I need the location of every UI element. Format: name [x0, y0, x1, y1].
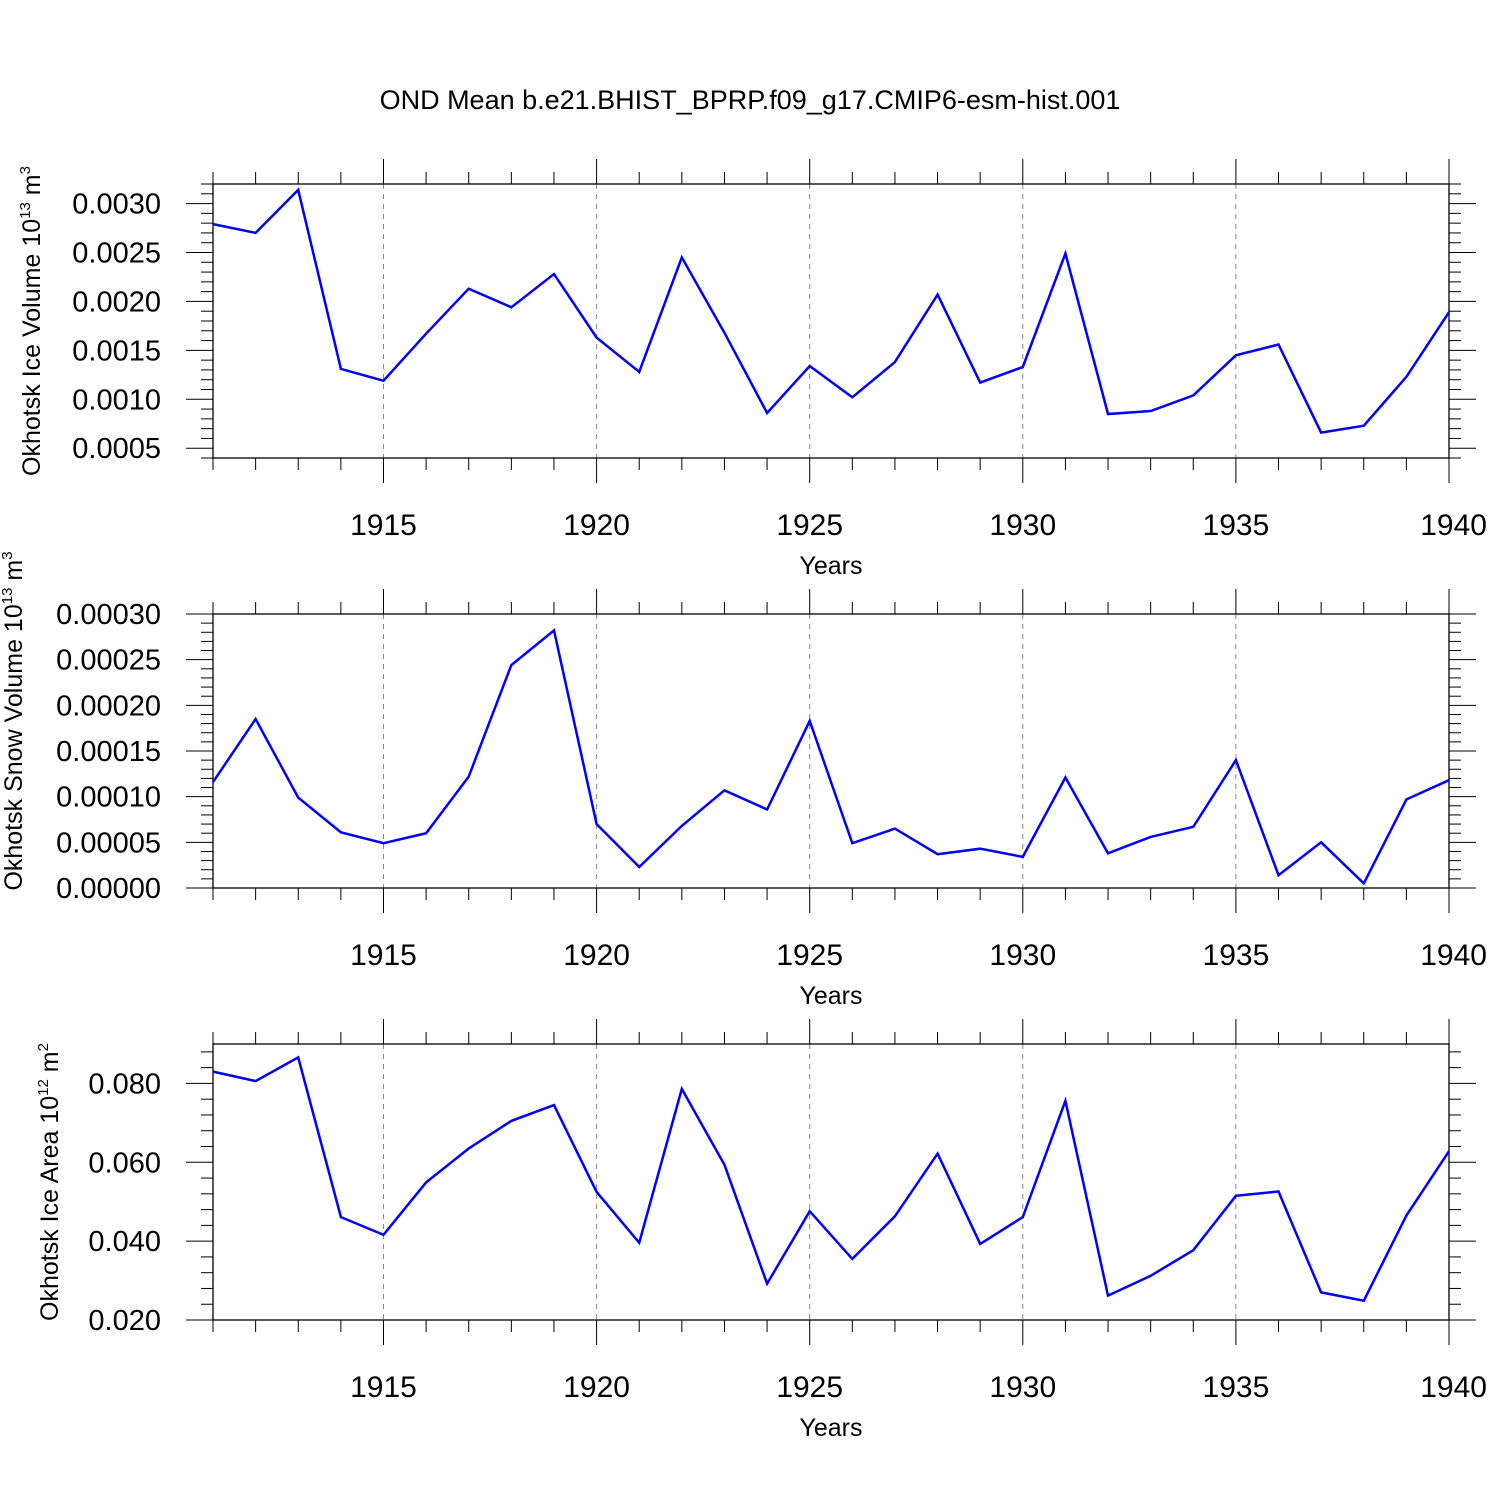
x-tick-label: 1920 — [563, 1371, 630, 1404]
y-axis-label-exponent: 13 — [0, 588, 16, 605]
y-tick-label: 0.00015 — [56, 736, 161, 768]
x-tick-label: 1940 — [1420, 1371, 1487, 1404]
y-tick-label: 0.00010 — [56, 782, 161, 814]
y-axis-label-unit: m — [0, 560, 28, 588]
y-axis-label: Okhotsk Ice Volume 1013 m3 — [17, 166, 46, 476]
x-tick-label: 1935 — [1203, 509, 1270, 542]
y-tick-label: 0.00005 — [56, 827, 161, 859]
y-tick-label: 0.0030 — [72, 189, 161, 221]
y-tick-label: 0.00030 — [56, 599, 161, 631]
x-tick-label: 1920 — [563, 939, 630, 972]
x-tick-label: 1925 — [776, 939, 843, 972]
x-tick-label: 1920 — [563, 509, 630, 542]
x-tick-label: 1925 — [776, 509, 843, 542]
series-line — [212, 187, 1451, 434]
panel-2: 0.00000 0.00005 0.00010 0.00015 0.00020 0.000… — [0, 551, 1487, 1010]
plot-frame — [212, 183, 1450, 459]
y-tick-label: 0.0015 — [72, 335, 161, 367]
x-tick-label: 1915 — [350, 939, 417, 972]
y-tick-label: 0.080 — [88, 1068, 161, 1100]
y-axis-label-exponent: 13 — [17, 202, 34, 219]
figure-title: OND Mean b.e21.BHIST_BPRP.f09_g17.CMIP6-… — [380, 85, 1121, 115]
x-tick-label: 1935 — [1203, 939, 1270, 972]
y-tick-label: 0.0005 — [72, 433, 161, 465]
x-axis-label: Years — [799, 552, 862, 580]
x-tick-label: 1915 — [350, 509, 417, 542]
y-axis-label-main: Okhotsk Ice Volume 10 — [18, 219, 46, 476]
y-tick-label: 0.060 — [88, 1147, 161, 1179]
x-tick-label: 1930 — [989, 1371, 1056, 1404]
y-tick-label: 0.020 — [88, 1305, 161, 1337]
series-line — [211, 628, 1450, 886]
y-tick-label: 0.0020 — [72, 286, 161, 318]
x-axis-label: Years — [799, 1414, 862, 1442]
y-tick-label: 0.00020 — [56, 690, 161, 722]
plot-frame — [212, 1043, 1450, 1321]
y-axis-label: Okhotsk Snow Volume 1013 m3 — [0, 551, 28, 890]
panel-3: 0.020 0.040 0.060 0.080 1915 1920 1925 1930 1935… — [35, 1019, 1487, 1442]
y-axis-label-unit: m — [36, 1051, 64, 1079]
y-axis-label-main: Okhotsk Snow Volume 10 — [0, 604, 28, 890]
y-axis-label-unit: m — [18, 174, 46, 202]
y-tick-label: 0.040 — [88, 1226, 161, 1258]
x-tick-label: 1925 — [776, 1371, 843, 1404]
y-tick-label: 0.00000 — [56, 873, 161, 905]
panel-1: 0.0005 0.0010 0.0015 0.0020 0.0025 0.0030 1915… — [17, 159, 1487, 580]
x-tick-label: 1930 — [989, 939, 1056, 972]
y-tick-label: 0.0025 — [72, 238, 161, 270]
x-axis-label: Years — [799, 982, 862, 1010]
y-axis-label-exponent: 12 — [35, 1079, 52, 1096]
y-tick-label: 0.00025 — [56, 645, 161, 677]
plot-frame — [212, 613, 1450, 889]
y-axis-label-unit-exponent: 2 — [35, 1043, 52, 1051]
y-tick-label: 0.0010 — [72, 384, 161, 416]
x-tick-label: 1940 — [1420, 939, 1487, 972]
x-tick-label: 1930 — [989, 509, 1056, 542]
y-axis-label: Okhotsk Ice Area 1012 m2 — [35, 1043, 64, 1321]
y-axis-label-main: Okhotsk Ice Area 10 — [36, 1096, 64, 1321]
y-axis-label-unit-exponent: 3 — [0, 551, 16, 559]
x-tick-label: 1915 — [350, 1371, 417, 1404]
series-line — [212, 1055, 1451, 1303]
x-tick-label: 1940 — [1420, 509, 1487, 542]
y-axis-label-unit-exponent: 3 — [17, 166, 34, 174]
panels: 0.0005 0.0010 0.0015 0.0020 0.0025 0.0030 1915… — [0, 159, 1487, 1442]
x-tick-label: 1935 — [1203, 1371, 1270, 1404]
